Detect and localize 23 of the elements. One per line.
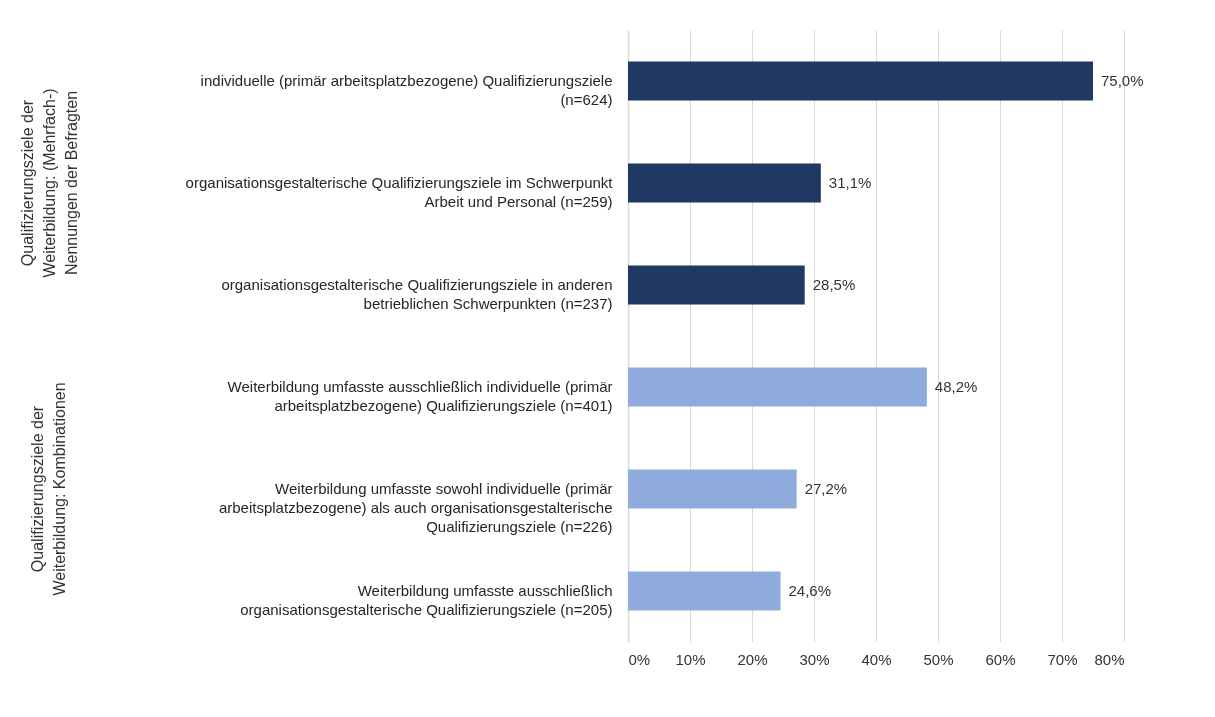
y-tick-label: organisationsgestalterische Qualifizierungsziele in anderen betrieblichen Schwerpunkten (n=237)	[221, 276, 613, 312]
x-tick-label: 50%	[923, 650, 954, 668]
data-label: 24,6%	[788, 582, 832, 599]
x-tick-label: 80%	[1094, 650, 1125, 668]
y-tick-label: Weiterbildung umfasste ausschließlich organisationsgestalterische Qualifizierungsziele (n=205)	[240, 582, 613, 618]
data-label: 28,5%	[812, 276, 856, 293]
y-tick-label: Weiterbildung umfasste ausschließlich individuelle (primär arbeitsplatzbezogene) Qualifizierungsziele (n=401)	[227, 378, 613, 414]
data-label: 48,2%	[934, 378, 978, 395]
y-tick-label: individuelle (primär arbeitsplatzbezogene) Qualifizierungsziele (n=624)	[200, 72, 613, 108]
x-tick-label: 30%	[799, 650, 830, 668]
x-tick-label: 10%	[675, 650, 706, 668]
data-label: 75,0%	[1101, 72, 1144, 89]
x-tick-label: 20%	[737, 650, 768, 668]
text: Qualifizierungsziele der Weiterbildung: Kombinationen	[29, 382, 68, 596]
data-label: 31,1%	[828, 174, 872, 191]
x-tick-label: 60%	[985, 650, 1016, 668]
text: Qualifizierungsziele der Weiterbildung: (Mehrfach-) Nennungen der Befragten	[19, 88, 80, 278]
y-tick-label: Weiterbildung umfasste sowohl individuelle (primär arbeitsplatzbezogene) als auch organisationsgestalterische Qualifizierungsziele (n=226)	[218, 480, 613, 535]
data-label: 27,2%	[804, 480, 848, 497]
x-tick-label: 70%	[1047, 650, 1078, 668]
x-tick-label: 40%	[861, 650, 892, 668]
y-tick-label: organisationsgestalterische Qualifizierungsziele im Schwerpunkt Arbeit und Personal (n=259)	[185, 174, 614, 210]
x-tick-label: 0%	[628, 650, 651, 668]
